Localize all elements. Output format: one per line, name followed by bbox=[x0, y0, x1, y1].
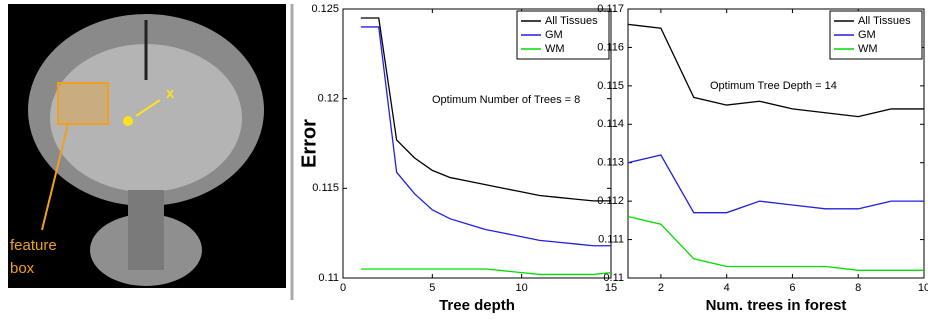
legend-label: GM bbox=[858, 29, 876, 41]
x-tick-label: 10 bbox=[516, 282, 528, 294]
x-axis-label: Tree depth bbox=[439, 297, 515, 314]
x-tick-label: 0 bbox=[340, 282, 346, 294]
point-label: x bbox=[166, 85, 175, 102]
y-tick-label: 0.116 bbox=[597, 41, 624, 53]
y-tick-label: 0.11 bbox=[603, 272, 624, 284]
legend-label: GM bbox=[545, 29, 563, 41]
y-tick-label: 0.113 bbox=[597, 157, 624, 169]
legend-label: All Tissues bbox=[545, 15, 598, 27]
feature-label: box bbox=[10, 260, 35, 277]
feature-label: feature bbox=[10, 237, 57, 254]
figure: feature box x 0.110.1150.120.125051015Al… bbox=[0, 0, 928, 316]
annotation: Optimum Number of Trees = 8 bbox=[432, 94, 580, 106]
y-tick-label: 0.11 bbox=[318, 272, 339, 284]
y-tick-label: 0.112 bbox=[597, 195, 624, 207]
page: {"image": {"feature_label": ["feature", … bbox=[0, 0, 928, 321]
x-tick-label: 8 bbox=[855, 282, 861, 294]
legend-label: WM bbox=[858, 43, 878, 55]
legend-label: All Tissues bbox=[858, 15, 911, 27]
point-marker bbox=[123, 116, 133, 126]
y-tick-label: 0.12 bbox=[318, 93, 339, 105]
y-tick-label: 0.114 bbox=[597, 118, 624, 130]
legend-label: WM bbox=[545, 43, 565, 55]
y-tick-label: 0.117 bbox=[597, 3, 624, 15]
x-tick-label: 5 bbox=[429, 282, 435, 294]
y-tick-label: 0.111 bbox=[598, 233, 624, 245]
annotation: Optimum Tree Depth = 14 bbox=[710, 80, 837, 92]
x-tick-label: 4 bbox=[724, 282, 730, 294]
y-tick-label: 0.125 bbox=[311, 3, 339, 15]
x-tick-label: 10 bbox=[918, 282, 928, 294]
y-tick-label: 0.115 bbox=[597, 80, 624, 92]
brain-image: feature box x bbox=[8, 4, 286, 288]
x-axis-label: Num. trees in forest bbox=[706, 297, 847, 314]
y-tick-label: 0.115 bbox=[312, 182, 339, 194]
feature-box bbox=[58, 83, 108, 124]
y-axis-label: Error bbox=[298, 119, 320, 168]
brainstem bbox=[128, 190, 164, 270]
x-tick-label: 6 bbox=[789, 282, 795, 294]
x-tick-label: 2 bbox=[658, 282, 664, 294]
